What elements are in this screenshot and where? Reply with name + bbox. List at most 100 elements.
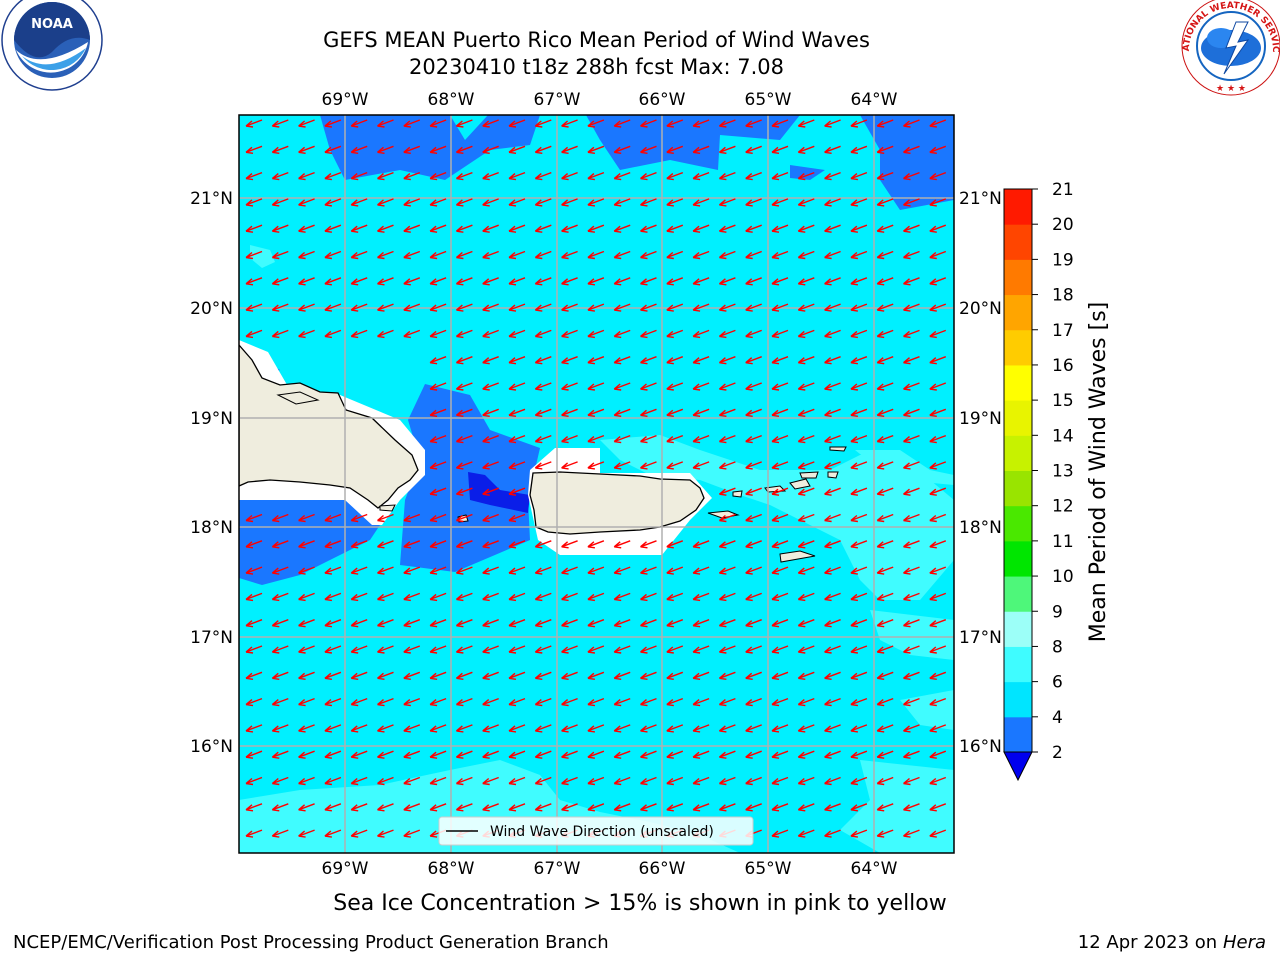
wind-arrow [718,382,736,391]
wind-arrow [797,803,815,812]
wind-arrow [876,645,894,654]
wind-arrow [745,540,762,549]
wind-arrow [613,566,631,575]
wind-arrow [271,619,289,628]
wind-arrow [929,513,947,523]
wind-arrow [797,513,815,523]
wind-arrow [824,382,841,391]
wind-arrow [640,198,657,207]
wind-arrow [850,540,868,549]
wind-arrow [771,303,789,312]
wind-arrow [324,198,342,207]
wind-arrow [771,171,789,181]
wind-arrow [508,303,526,312]
wind-arrow [692,250,710,260]
lat-label: 21°N [190,189,233,209]
wind-arrow [824,566,841,575]
wind-arrow [640,356,657,365]
wind-arrow [797,171,815,181]
wind-arrow [850,697,868,707]
wind-arrow [718,198,736,207]
wind-arrow [771,750,789,759]
wind-arrow [771,566,789,575]
wind-arrow [298,303,315,312]
wind-arrow [298,619,315,628]
wind-arrow [324,645,342,654]
wind-arrow [692,198,710,207]
wind-arrow [903,119,920,128]
wind-arrow [876,829,894,838]
wind-arrow [903,487,920,496]
wind-arrow [298,119,315,128]
wind-arrow [455,119,473,128]
wind-arrow [298,750,315,759]
wind-arrow [377,303,394,312]
wind-arrow [824,434,841,444]
wind-arrow [482,303,499,312]
wind-arrow [745,776,762,786]
wind-arrow [640,566,657,575]
wind-arrow [482,119,499,128]
wind-arrow [403,513,421,523]
wind-arrow [350,671,368,680]
wind-arrow [771,724,789,733]
colorbar-extend-triangle [1003,751,1033,782]
wind-arrow [482,724,499,733]
wind-arrow [640,592,657,602]
wind-arrow [429,461,447,470]
wind-arrow [718,487,736,496]
wind-arrow [745,250,762,260]
wind-arrow [271,803,289,812]
wind-arrow [640,171,657,181]
period-under-2-region [468,472,530,513]
wind-arrow [508,645,526,654]
map-frame [238,114,955,854]
wind-arrow [587,329,605,339]
wind-arrow [824,750,841,759]
wind-arrow [640,408,657,417]
wind-arrow [245,145,263,154]
wind-arrow [271,566,289,575]
wind-arrow [377,329,394,339]
wind-arrow [587,461,605,470]
wind-arrow [903,356,920,365]
wind-arrow [429,198,447,207]
wind-arrow [298,803,315,812]
colorbar-segment [1004,681,1032,718]
wind-arrow [534,408,552,417]
wind-arrow [482,408,499,417]
wind-arrow [903,697,920,707]
wind-arrow [534,329,552,339]
wind-arrow [797,750,815,759]
wind-arrow [561,382,578,391]
wind-arrow [692,671,710,680]
wind-arrow [824,697,841,707]
lon-label: 66°W [639,859,686,879]
wind-arrow [403,592,421,602]
wind-arrow [666,803,684,812]
wind-arrow [929,461,947,470]
wind-arrow [429,750,447,759]
wind-arrow [350,566,368,575]
wind-arrow [534,303,552,312]
wind-arrow [561,356,578,365]
wind-arrow [350,513,368,523]
wind-arrow [482,645,499,654]
footer-date-prefix: 12 Apr 2023 on [1077,932,1223,953]
wind-arrow [534,645,552,654]
wind-arrow [271,277,289,286]
wind-arrow [561,250,578,260]
wind-arrow [613,803,631,812]
wind-arrow [929,619,947,628]
wind-arrow [350,329,368,339]
wind-arrow [613,303,631,312]
wind-arrow [613,619,631,628]
wind-arrow [429,566,447,575]
wind-arrow [824,645,841,654]
wind-arrow [245,250,263,260]
wind-arrow [508,487,526,496]
wind-arrow [824,198,841,207]
lon-label: 68°W [428,90,475,110]
wind-arrow [718,461,736,470]
wind-arrow [824,803,841,812]
